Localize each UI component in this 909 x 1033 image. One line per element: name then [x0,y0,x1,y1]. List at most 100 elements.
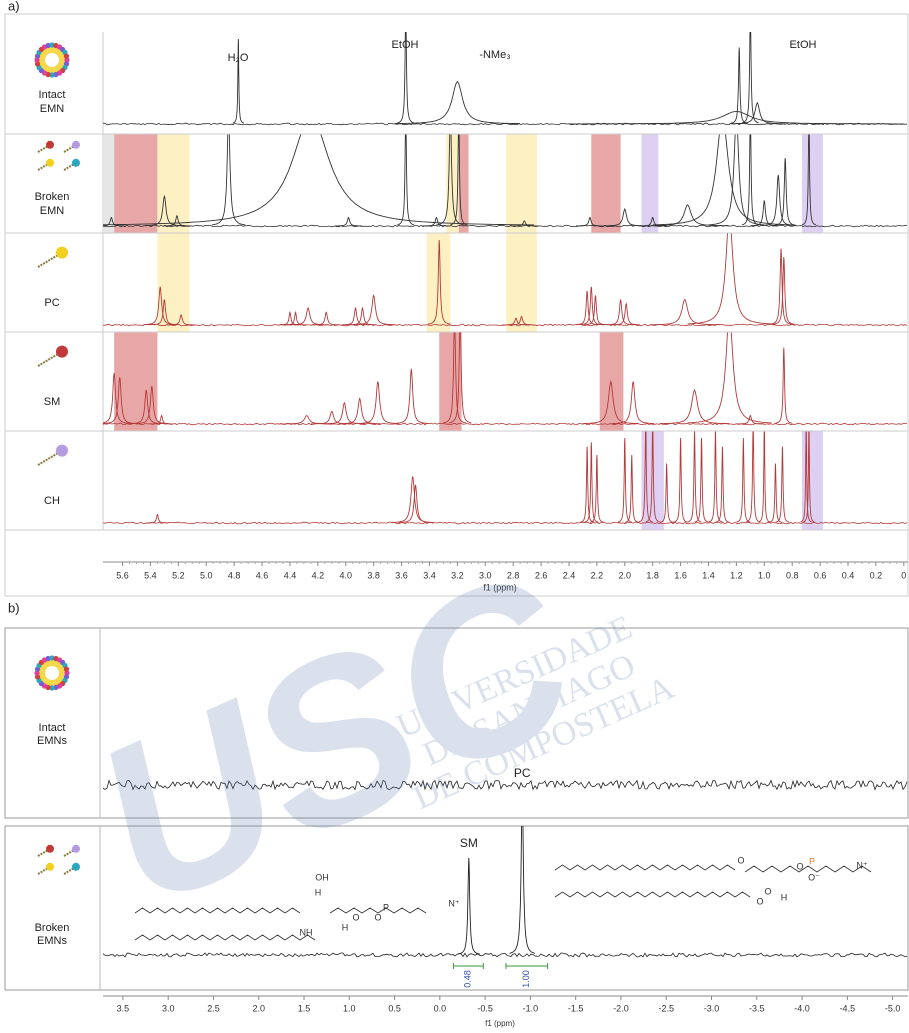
x-tick-label: 5.6 [116,570,129,580]
atom-label: O [756,896,763,906]
lipid-head [46,159,54,167]
x-tick-label: 2.0 [252,1003,265,1013]
atom-label: O [374,912,381,922]
row-label: SM [44,396,61,408]
x-tick-label: 2.5 [207,1003,220,1013]
x-axis-label: f1 (ppm) [485,1019,515,1028]
panel-label: a) [8,0,20,13]
row-label: EMNs [37,735,67,747]
atom-label: NH [300,927,313,937]
x-tick-label: 0.8 [786,570,799,580]
x-tick-label: 3.5 [117,1003,130,1013]
lipid-head [46,141,54,149]
x-tick-label: 1.0 [343,1003,356,1013]
peak-annotation: SM [460,836,478,850]
lipid-head [56,247,68,259]
integral-label: 1.00 [521,970,531,988]
atom-label: P [383,902,389,912]
atom-label: O [352,912,359,922]
x-tick-label: 0.0 [434,1003,447,1013]
x-tick-label: -2.5 [658,1003,674,1013]
atom-label: O [764,886,771,896]
x-tick-label: -4.5 [840,1003,856,1013]
x-tick-label: 2.4 [563,570,576,580]
atom-label: N⁺ [448,898,459,908]
peak-annotation: EtOH [392,39,419,51]
x-tick-label: -1.5 [568,1003,584,1013]
x-tick-label: 4.4 [284,570,297,580]
highlight-band [114,134,157,233]
x-tick-label: 1.4 [702,570,715,580]
x-tick-label: 4.0 [339,570,352,580]
lipid-head [72,141,80,149]
atom-label: H [781,892,788,902]
highlight-band [642,134,659,233]
x-tick-label: 4.8 [228,570,241,580]
x-tick-label: 1.5 [298,1003,311,1013]
x-tick-label: 5.0 [200,570,213,580]
x-tick-label: 0.4 [842,570,855,580]
x-tick-label: 5.2 [172,570,185,580]
row-label: Broken [35,922,70,934]
row-label: Intact [39,89,66,101]
row-label: EMNs [37,935,67,947]
atom-label: O [796,861,803,871]
x-tick-label: 1.6 [674,570,687,580]
x-tick-label: -5.0 [885,1003,901,1013]
lipid-head [56,346,68,358]
highlight-band [157,134,189,233]
x-tick-label: -3.0 [704,1003,720,1013]
atom-label: H [315,887,322,897]
row-label: PC [44,297,59,309]
atom-label: O [737,855,744,865]
peak-annotation: -NMe₃ [479,49,510,61]
x-tick-label: 0.2 [870,570,883,580]
x-tick-label: -4.0 [794,1003,810,1013]
highlight-band [600,332,624,431]
x-tick-label: -0.5 [477,1003,493,1013]
x-tick-label: 2.0 [619,570,632,580]
atom-label: N⁺ [856,860,867,870]
peak-annotation: H₂O [228,52,249,64]
x-tick-label: 0.5 [388,1003,401,1013]
panel-label: b) [8,600,20,615]
micelle-icon [45,666,59,680]
highlight-band [802,134,823,233]
highlight-band [591,134,620,233]
micelle-icon [64,667,69,672]
atom-label: O⁻ [808,872,820,882]
x-tick-label: -1.0 [523,1003,539,1013]
lipid-head [72,159,80,167]
x-tick-label: 1.2 [730,570,743,580]
figure: a) b) Intact EMN Broken EMN PC SM CH H₂O EtOH -NM… [0,0,909,1033]
peak-annotation: EtOH [790,39,817,51]
x-tick-label: 4.2 [312,570,325,580]
x-tick-label: 4.6 [256,570,269,580]
atom-label: H [342,922,349,932]
x-tick-label: 1.8 [646,570,659,580]
row-label: EMN [40,103,65,115]
micelle-icon [45,53,59,67]
x-tick-label: 2.2 [591,570,604,580]
micelle-icon [64,54,69,59]
x-tick-label: 0 [901,570,906,580]
highlight-band [103,134,114,233]
row-label: Broken [35,191,70,203]
x-tick-label: 3.0 [162,1003,175,1013]
x-tick-label: 0.6 [814,570,827,580]
x-tick-label: 5.4 [144,570,157,580]
atom-label: P [809,856,815,866]
integral-label: 0.48 [463,970,473,988]
highlight-band [506,134,537,233]
x-tick-label: 2.6 [535,570,548,580]
x-tick-label: -2.0 [613,1003,629,1013]
row-label: CH [44,495,60,507]
x-tick-label: 1.0 [758,570,771,580]
lipid-head [72,863,80,871]
row-label: EMN [40,205,65,217]
lipid-head [46,863,54,871]
x-tick-label: -3.5 [749,1003,765,1013]
lipid-head [46,845,54,853]
lipid-head [56,445,68,457]
lipid-head [72,845,80,853]
